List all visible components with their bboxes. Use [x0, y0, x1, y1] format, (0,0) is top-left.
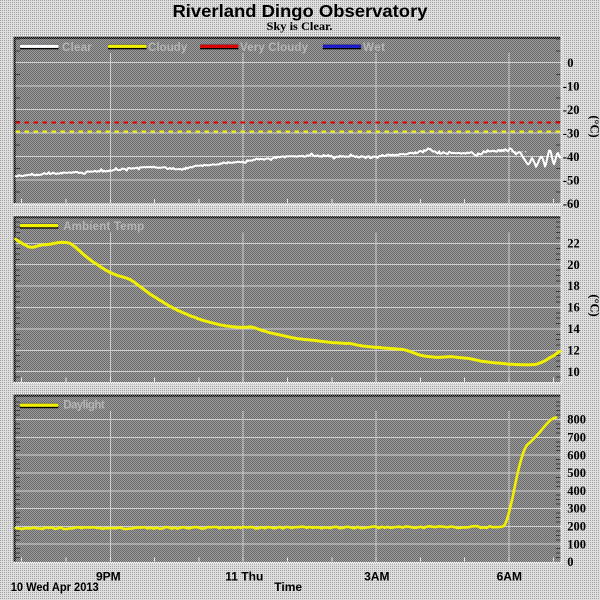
svg-text:16: 16 [567, 301, 580, 315]
svg-text:-40: -40 [563, 150, 580, 164]
svg-text:(°C): (°C) [587, 115, 600, 137]
svg-text:22: 22 [567, 236, 580, 250]
svg-text:-10: -10 [563, 79, 580, 93]
svg-text:18: 18 [567, 279, 580, 293]
svg-text:0: 0 [567, 555, 573, 569]
svg-text:-30: -30 [563, 126, 580, 140]
svg-text:-50: -50 [563, 173, 580, 187]
svg-text:-60: -60 [563, 197, 580, 211]
svg-text:Sky is Clear.: Sky is Clear. [267, 21, 333, 33]
svg-text:9PM: 9PM [96, 570, 121, 584]
svg-text:Ambient Temp: Ambient Temp [63, 221, 144, 233]
svg-text:0: 0 [567, 56, 573, 70]
svg-text:100: 100 [567, 537, 586, 551]
svg-text:500: 500 [567, 466, 586, 480]
svg-text:Daylight: Daylight [63, 400, 105, 412]
svg-text:11 Thu: 11 Thu [225, 570, 263, 584]
svg-text:Cloudy: Cloudy [148, 42, 188, 54]
svg-text:Riverland Dingo Observatory: Riverland Dingo Observatory [173, 1, 428, 21]
svg-text:200: 200 [567, 520, 586, 534]
svg-text:3AM: 3AM [364, 570, 389, 584]
svg-text:Time: Time [274, 580, 302, 594]
svg-text:10 Wed Apr 2013: 10 Wed Apr 2013 [11, 580, 99, 594]
svg-text:6AM: 6AM [497, 570, 522, 584]
svg-text:10: 10 [567, 365, 580, 379]
svg-text:20: 20 [567, 258, 580, 272]
svg-text:12: 12 [567, 343, 580, 357]
svg-text:600: 600 [567, 448, 586, 462]
svg-text:14: 14 [567, 322, 580, 336]
svg-text:Very Cloudy: Very Cloudy [240, 42, 309, 54]
svg-text:Wet: Wet [363, 42, 385, 54]
svg-text:300: 300 [567, 502, 586, 516]
svg-text:(°C): (°C) [587, 294, 600, 316]
svg-text:-20: -20 [563, 103, 580, 117]
svg-text:700: 700 [567, 431, 586, 445]
svg-text:Clear: Clear [62, 42, 92, 54]
svg-text:400: 400 [567, 484, 586, 498]
svg-text:800: 800 [567, 413, 586, 427]
